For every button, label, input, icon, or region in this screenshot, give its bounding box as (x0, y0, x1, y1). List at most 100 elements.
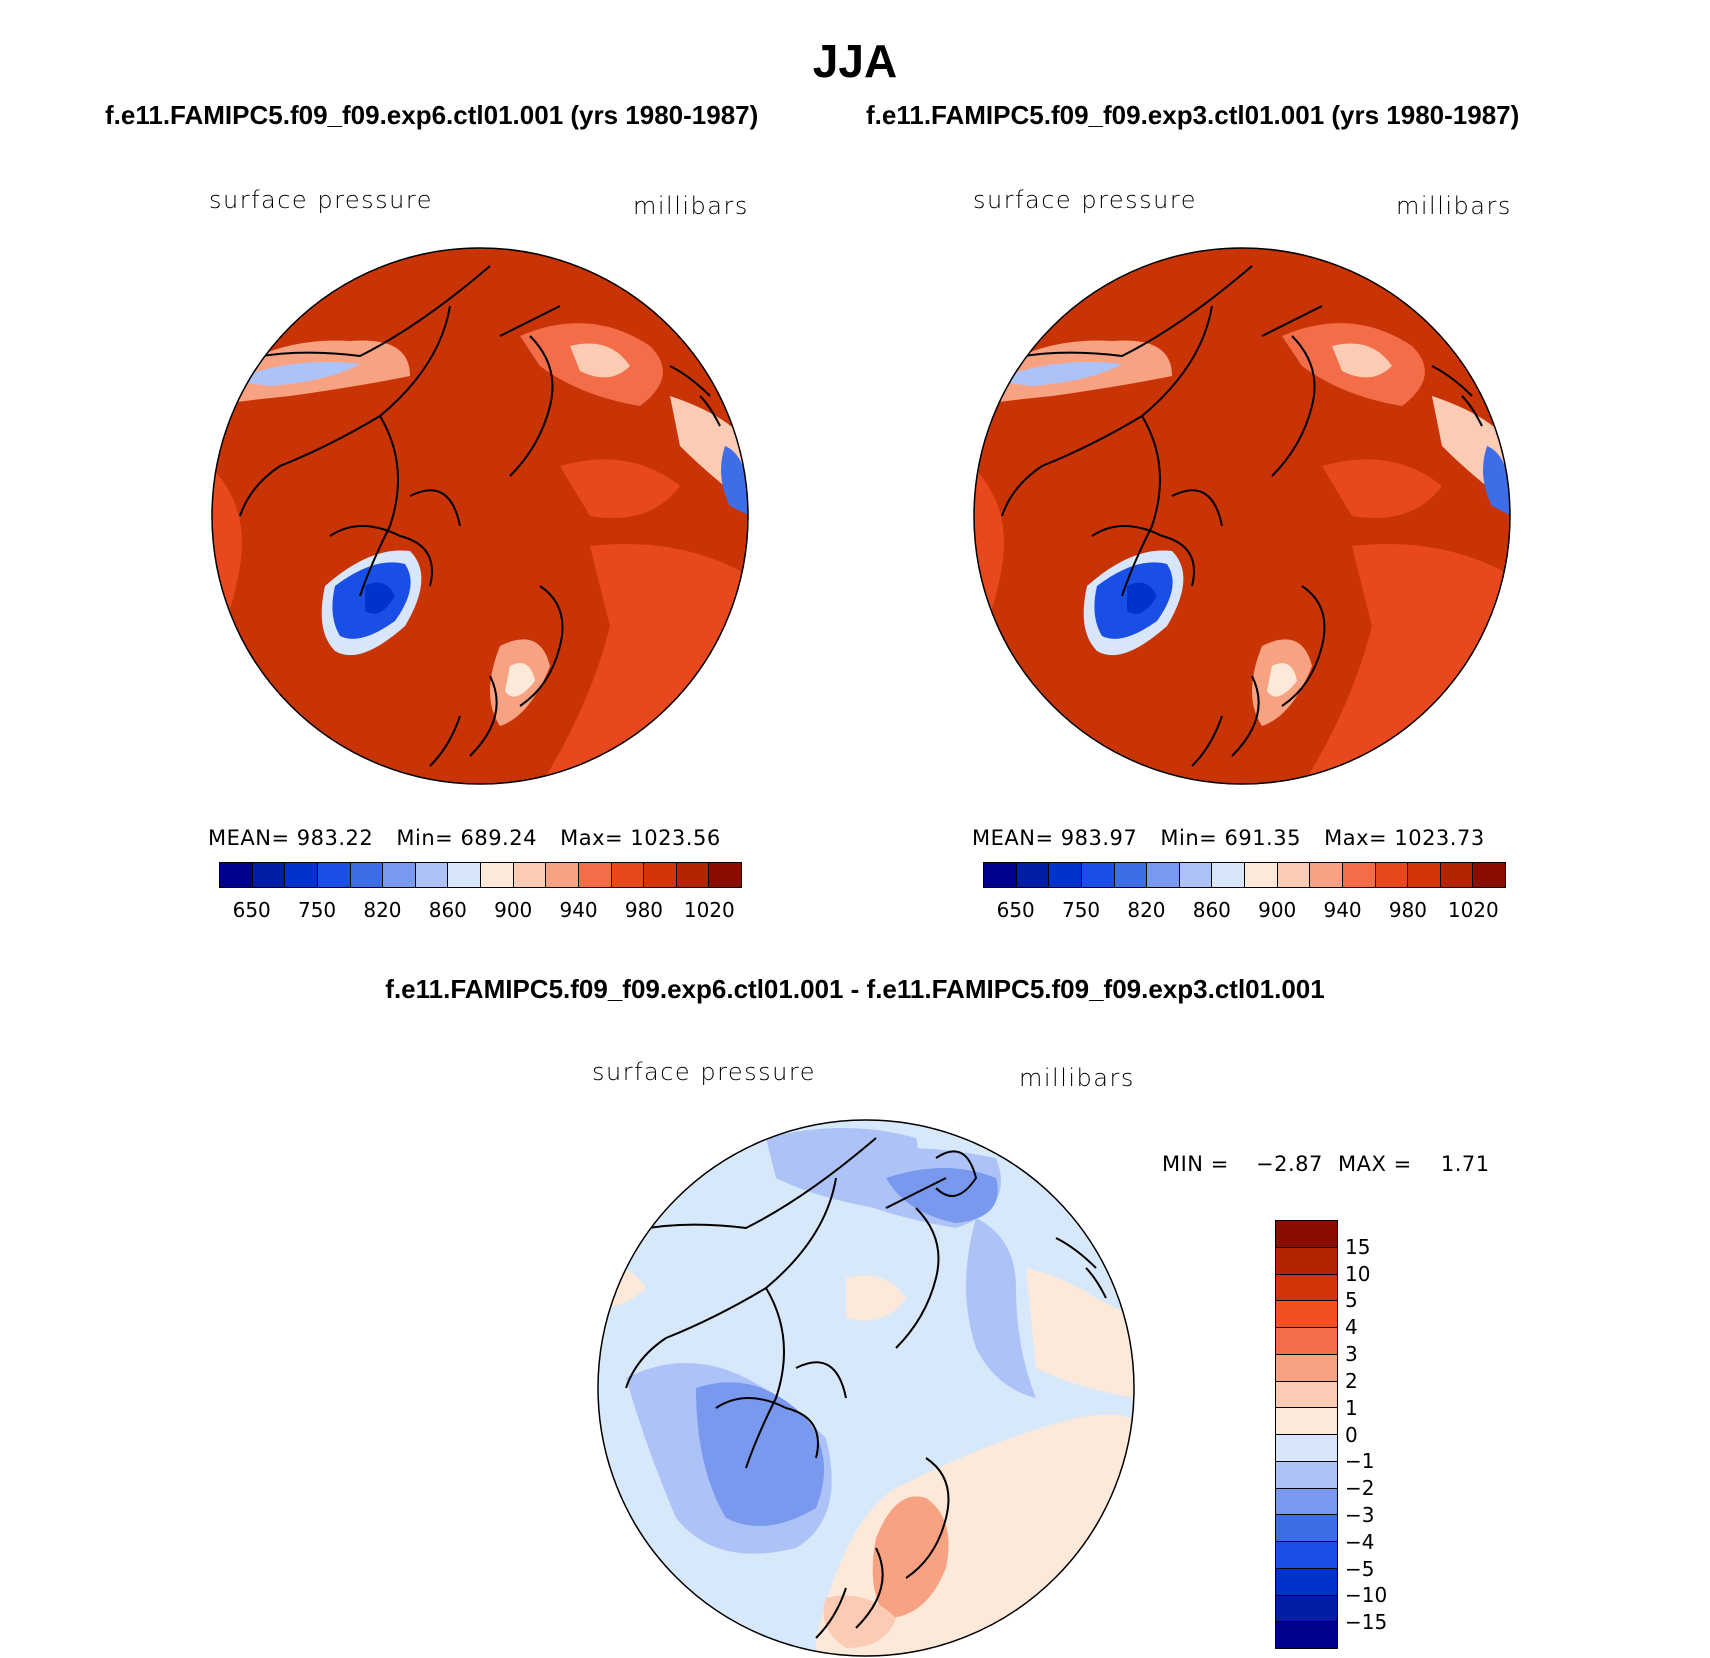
colorbar-swatch (1276, 1408, 1337, 1435)
colorbar-swatch (415, 863, 449, 887)
colorbar-tick-label: −3 (1345, 1502, 1375, 1527)
panel-right-max-label: Max= (1324, 826, 1388, 850)
colorbar-swatch (481, 863, 514, 887)
colorbar-swatch (1276, 1435, 1337, 1462)
colorbar-tick-label: 900 (1258, 898, 1297, 922)
colorbar-swatch (1276, 1461, 1337, 1489)
colorbar-swatch (513, 863, 547, 887)
colorbar-swatch (1276, 1488, 1337, 1516)
colorbar-swatch (1276, 1274, 1337, 1302)
colorbar-swatch (1408, 863, 1441, 887)
colorbar-swatch (1440, 863, 1474, 887)
colorbar-swatch (220, 863, 253, 887)
colorbar-tick-label: 860 (1192, 898, 1231, 922)
colorbar-tick-label: 2 (1345, 1368, 1358, 1393)
colorbar-tick-label: 10 (1345, 1261, 1371, 1286)
colorbar-tick-label: 1020 (1447, 898, 1499, 922)
panel-right-min-label: Min= (1160, 826, 1218, 850)
colorbar-swatch (709, 863, 741, 887)
colorbar-swatch (1114, 863, 1148, 887)
difference-min-label: MIN = (1162, 1152, 1229, 1176)
colorbar-swatch (644, 863, 677, 887)
colorbar-tick-label: 650 (232, 898, 271, 922)
colorbar-tick-label: 940 (1323, 898, 1362, 922)
colorbar-swatch (1342, 863, 1376, 887)
panel-left-mean-value: 983.22 (296, 826, 374, 850)
panel-right-variable-label: surface pressure (973, 186, 1197, 214)
panel-right-polar-map (973, 247, 1511, 785)
difference-variable-label: surface pressure (592, 1058, 816, 1086)
panel-right-max-value: 1023.73 (1394, 826, 1485, 850)
colorbar-swatch (1276, 1301, 1337, 1328)
colorbar-swatch (1310, 863, 1343, 887)
colorbar-tick-label: −5 (1345, 1556, 1375, 1581)
colorbar-swatch (984, 863, 1017, 887)
panel-right-case-title: f.e11.FAMIPC5.f09_f09.exp3.ctl01.001 (yr… (866, 100, 1520, 130)
panel-left-stats: MEAN= 983.22 Min= 689.24 Max= 1023.56 (208, 826, 721, 850)
panel-left-max-value: 1023.56 (630, 826, 721, 850)
difference-title: f.e11.FAMIPC5.f09_f09.exp6.ctl01.001 - f… (385, 974, 1325, 1004)
difference-colorbar (1275, 1220, 1338, 1649)
panel-right-mean-value: 983.97 (1060, 826, 1138, 850)
panel-right-min-value: 691.35 (1224, 826, 1301, 850)
colorbar-tick-label: 1020 (683, 898, 735, 922)
colorbar-swatch (1276, 1568, 1337, 1596)
colorbar-tick-label: 900 (494, 898, 533, 922)
difference-colorbar-ticks: 15 10 5 4 3 2 1 0 −1 −2 −3 −4 −5 −10 −15 (1345, 1220, 1415, 1649)
panel-left-polar-map (211, 247, 749, 785)
colorbar-swatch (1277, 863, 1311, 887)
colorbar-swatch (1473, 863, 1505, 887)
panel-right-units-label: millibars (1396, 192, 1512, 220)
colorbar-tick-label: 750 (297, 898, 337, 922)
colorbar-swatch (1276, 1542, 1337, 1569)
colorbar-tick-label: 820 (363, 898, 402, 922)
colorbar-swatch (578, 863, 612, 887)
colorbar-swatch (1375, 863, 1409, 887)
colorbar-swatch (1276, 1515, 1337, 1542)
colorbar-swatch (1276, 1221, 1337, 1248)
difference-min-value: −2.87 (1255, 1152, 1323, 1176)
colorbar-swatch (1147, 863, 1180, 887)
colorbar-tick-label: −1 (1345, 1449, 1375, 1474)
colorbar-swatch (1179, 863, 1213, 887)
panel-left-max-label: Max= (560, 826, 624, 850)
colorbar-tick-label: 1 (1345, 1395, 1358, 1420)
panel-right-colorbar-ticks: 650 750 820 860 900 940 980 1020 (983, 898, 1506, 924)
colorbar-tick-label: 820 (1127, 898, 1166, 922)
colorbar-tick-label: 860 (428, 898, 467, 922)
panel-left-min-label: Min= (396, 826, 454, 850)
colorbar-swatch (448, 863, 481, 887)
colorbar-tick-label: −2 (1345, 1476, 1375, 1501)
page-title: JJA (812, 35, 898, 87)
colorbar-swatch (285, 863, 318, 887)
colorbar-tick-label: 3 (1345, 1342, 1358, 1367)
colorbar-swatch (611, 863, 645, 887)
panel-left-units-label: millibars (633, 192, 749, 220)
panel-left-min-value: 689.24 (460, 826, 537, 850)
difference-max-value: 1.71 (1440, 1152, 1490, 1176)
difference-stats: MIN = −2.87 MAX = 1.71 (1162, 1152, 1490, 1176)
panel-left-variable-label: surface pressure (209, 186, 433, 214)
colorbar-swatch (1276, 1354, 1337, 1382)
colorbar-swatch (317, 863, 351, 887)
colorbar-swatch (1276, 1381, 1337, 1409)
panel-left-colorbar (219, 862, 742, 888)
panel-left-mean-label: MEAN= (208, 826, 290, 850)
difference-max-label: MAX = (1338, 1152, 1412, 1176)
colorbar-swatch (546, 863, 579, 887)
colorbar-swatch (1016, 863, 1050, 887)
difference-units-label: millibars (1019, 1064, 1135, 1092)
panel-right-stats: MEAN= 983.97 Min= 691.35 Max= 1023.73 (972, 826, 1485, 850)
colorbar-tick-label: 0 (1345, 1422, 1358, 1447)
difference-polar-map (597, 1119, 1135, 1657)
colorbar-swatch (252, 863, 286, 887)
panel-left-colorbar-ticks: 650 750 820 860 900 940 980 1020 (219, 898, 742, 924)
colorbar-swatch (1276, 1622, 1337, 1648)
colorbar-swatch (1276, 1247, 1337, 1275)
colorbar-swatch (1245, 863, 1278, 887)
colorbar-tick-label: −4 (1345, 1529, 1375, 1554)
colorbar-swatch (1276, 1328, 1337, 1355)
panel-right-colorbar (983, 862, 1506, 888)
colorbar-tick-label: 5 (1345, 1288, 1358, 1313)
colorbar-tick-label: 650 (996, 898, 1035, 922)
